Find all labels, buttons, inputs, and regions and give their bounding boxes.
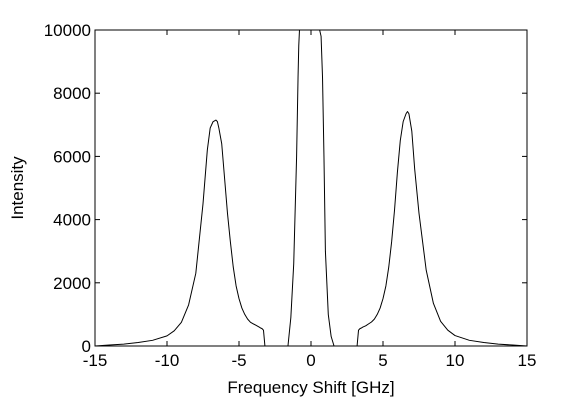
x-axis-label: Frequency Shift [GHz] bbox=[227, 378, 394, 397]
x-tick-label: 15 bbox=[518, 351, 537, 370]
y-tick-label: 2000 bbox=[53, 274, 91, 293]
y-axis-label: Intensity bbox=[8, 156, 27, 220]
x-tick-label: -10 bbox=[155, 351, 180, 370]
y-tick-label: 8000 bbox=[53, 84, 91, 103]
y-tick-label: 6000 bbox=[53, 147, 91, 166]
x-tick-label: 10 bbox=[446, 351, 465, 370]
y-tick-label: 0 bbox=[82, 337, 91, 356]
series-line bbox=[94, 29, 528, 347]
x-tick-label: -15 bbox=[83, 351, 108, 370]
y-tick-label: 10000 bbox=[44, 21, 91, 40]
plot-area bbox=[94, 29, 528, 347]
x-tick-label: 0 bbox=[306, 351, 315, 370]
x-axis-ticks: -15 -10 -5 0 5 10 15 bbox=[83, 30, 537, 370]
y-axis-ticks: 0 2000 4000 6000 8000 10000 bbox=[44, 21, 527, 356]
y-tick-label: 4000 bbox=[53, 211, 91, 230]
x-tick-label: -5 bbox=[231, 351, 246, 370]
x-tick-label: 5 bbox=[378, 351, 387, 370]
